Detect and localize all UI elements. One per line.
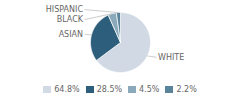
html-text:2.2%: 2.2% <box>176 84 197 94</box>
html-text:4.5%: 4.5% <box>139 84 160 94</box>
html-text:64.8%: 64.8% <box>54 84 80 94</box>
svg-text:WHITE: WHITE <box>158 53 184 62</box>
svg-text:HISPANIC: HISPANIC <box>46 5 84 14</box>
html-text:28.5%: 28.5% <box>96 84 123 94</box>
svg-text:ASIAN: ASIAN <box>59 30 83 39</box>
svg-text:BLACK: BLACK <box>57 15 84 24</box>
